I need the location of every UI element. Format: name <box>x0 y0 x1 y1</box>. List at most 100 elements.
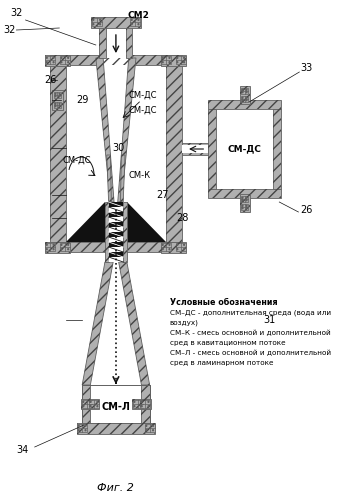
Polygon shape <box>120 155 125 202</box>
Circle shape <box>46 61 48 63</box>
Text: СМ-Л: СМ-Л <box>102 402 130 412</box>
Text: 28: 28 <box>176 213 189 223</box>
Bar <box>77 423 155 434</box>
Text: 32: 32 <box>10 8 23 18</box>
Bar <box>77 424 87 432</box>
Circle shape <box>78 425 80 427</box>
Bar <box>240 86 250 104</box>
Bar <box>216 109 273 189</box>
Text: СМ-ДС: СМ-ДС <box>228 145 262 154</box>
Bar <box>45 243 55 251</box>
Circle shape <box>99 18 101 21</box>
Circle shape <box>162 61 164 63</box>
Polygon shape <box>127 202 166 242</box>
Circle shape <box>162 244 164 246</box>
Bar <box>60 243 70 251</box>
Circle shape <box>58 93 61 95</box>
Circle shape <box>169 56 171 59</box>
Bar <box>208 109 216 189</box>
Text: 34: 34 <box>17 445 29 455</box>
Bar <box>241 96 248 102</box>
Bar <box>109 257 123 262</box>
Bar <box>126 27 132 58</box>
Circle shape <box>60 61 63 63</box>
Circle shape <box>183 244 185 246</box>
Circle shape <box>67 244 69 246</box>
Bar <box>81 399 99 409</box>
Bar <box>109 212 123 217</box>
Bar <box>161 56 171 64</box>
Circle shape <box>246 197 248 199</box>
Text: СМ-К: СМ-К <box>129 171 151 180</box>
Text: 33: 33 <box>301 63 313 73</box>
Circle shape <box>169 244 171 246</box>
Bar <box>166 65 182 242</box>
Bar <box>132 399 150 409</box>
Bar <box>99 27 106 58</box>
Bar <box>77 423 155 434</box>
Bar <box>82 400 92 408</box>
Circle shape <box>169 248 171 250</box>
Circle shape <box>183 61 185 63</box>
Circle shape <box>60 244 63 246</box>
Circle shape <box>131 18 133 21</box>
Bar <box>208 100 281 109</box>
Bar <box>145 424 155 432</box>
Bar <box>60 56 70 64</box>
Text: воздух): воздух) <box>170 320 199 326</box>
Bar <box>50 242 182 252</box>
Circle shape <box>246 89 248 91</box>
Bar <box>52 90 63 110</box>
Circle shape <box>92 18 95 21</box>
Bar <box>89 400 99 408</box>
Bar <box>109 202 123 207</box>
Bar <box>52 90 63 110</box>
Text: СМ–Л - смесь основной и дополнительной: СМ–Л - смесь основной и дополнительной <box>170 350 331 356</box>
Bar <box>161 56 171 64</box>
Bar <box>66 65 166 242</box>
Circle shape <box>67 56 69 59</box>
Bar <box>82 400 92 408</box>
Polygon shape <box>82 262 113 385</box>
Circle shape <box>92 23 95 25</box>
Circle shape <box>152 429 154 432</box>
Bar <box>130 18 140 26</box>
Bar <box>241 204 248 210</box>
Bar <box>81 399 99 409</box>
Bar <box>45 242 70 252</box>
Circle shape <box>46 56 48 59</box>
Bar <box>123 202 127 262</box>
Bar <box>90 385 142 423</box>
Bar <box>91 16 141 27</box>
Bar <box>109 222 123 227</box>
Circle shape <box>96 405 98 407</box>
Bar <box>161 243 171 251</box>
Circle shape <box>89 405 91 407</box>
Circle shape <box>52 248 55 250</box>
Bar <box>45 54 70 65</box>
Bar <box>161 243 171 251</box>
Circle shape <box>169 61 171 63</box>
Circle shape <box>152 425 154 427</box>
Bar <box>241 204 248 210</box>
Circle shape <box>141 405 143 407</box>
Bar <box>60 243 70 251</box>
Circle shape <box>140 405 142 407</box>
Circle shape <box>137 18 139 21</box>
Text: 31: 31 <box>263 315 275 325</box>
Bar <box>82 385 90 423</box>
Circle shape <box>60 248 63 250</box>
Bar <box>161 242 186 252</box>
Bar <box>130 18 140 26</box>
Bar <box>182 143 208 155</box>
Text: 29: 29 <box>76 95 88 105</box>
Text: 26: 26 <box>301 205 313 215</box>
Bar <box>241 96 248 102</box>
Circle shape <box>145 425 147 427</box>
Bar <box>54 102 61 108</box>
Bar <box>176 56 186 64</box>
Circle shape <box>241 199 244 202</box>
Bar <box>54 92 61 98</box>
Bar <box>45 243 55 251</box>
Bar <box>50 65 66 242</box>
